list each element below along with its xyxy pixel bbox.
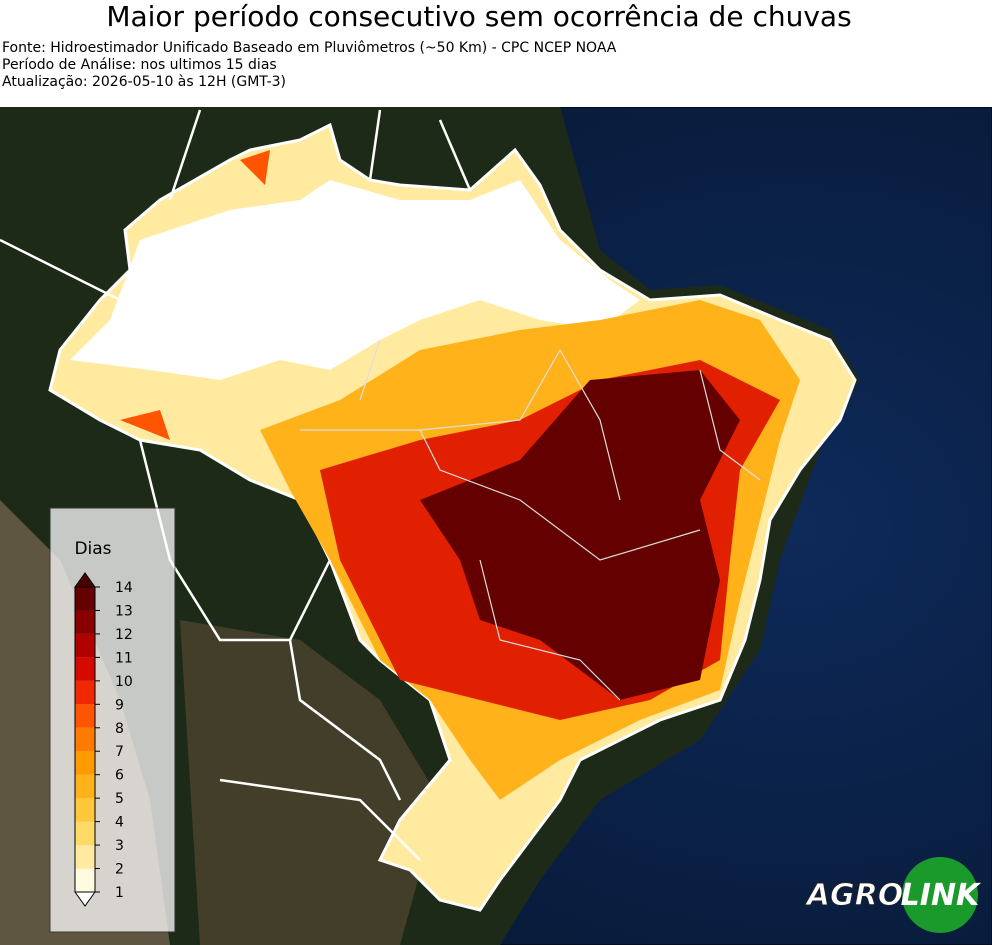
period-line: Período de Análise: nos ultimos 15 dias <box>2 57 277 73</box>
colorbar-segment <box>75 845 95 869</box>
state-borders <box>300 339 761 701</box>
colorbar-frame <box>74 586 96 893</box>
colorbar-segment <box>75 774 95 799</box>
source-line: Fonte: Hidroestimador Unificado Baseado … <box>2 40 617 56</box>
logo-circle <box>902 857 978 933</box>
colorbar-segment <box>75 704 95 728</box>
colorbar-segment <box>75 727 95 752</box>
colorbar-segment <box>75 798 95 822</box>
colorbar-segment <box>75 633 95 658</box>
colorbar-segment <box>75 610 95 634</box>
update-line: Atualização: 2026-05-10 às 12H (GMT-3) <box>2 74 286 90</box>
colorbar-segment <box>75 657 95 681</box>
colorbar-segment <box>75 680 95 705</box>
no-rain-north <box>70 180 640 380</box>
colorbar-tick-label: 7 <box>115 744 124 760</box>
colorbar-tick-label: 14 <box>115 580 133 596</box>
colorbar-tick-label: 6 <box>115 768 124 784</box>
title: Maior período consecutivo sem ocorrência… <box>106 0 852 33</box>
colorbar-tick-label: 5 <box>115 791 124 807</box>
maroon-zone <box>420 370 740 700</box>
header: Maior período consecutivo sem ocorrência… <box>0 0 992 107</box>
legend-title: Dias <box>74 539 111 559</box>
colorbar-tick-label: 8 <box>115 721 124 737</box>
colorbar-tick-label: 10 <box>115 674 133 690</box>
colorbar-segment <box>75 587 95 611</box>
colorbar-tick-label: 3 <box>115 838 124 854</box>
colorbar-segment <box>75 868 95 892</box>
colorbar-tick-label: 11 <box>115 650 133 666</box>
colorbar-tick-label: 12 <box>115 627 133 643</box>
legend-box <box>49 507 176 933</box>
colorbar-tick-label: 9 <box>115 697 124 713</box>
colorbar-segment <box>75 821 95 846</box>
logo-left: AGRO <box>805 878 903 913</box>
colorbar-tick-label: 4 <box>115 815 124 831</box>
colorbar-tick-label: 1 <box>115 885 124 901</box>
country-borders <box>0 109 472 861</box>
colorbar-segment <box>75 751 95 775</box>
colorbar-tick-label: 2 <box>115 862 124 878</box>
chaco <box>180 620 440 945</box>
colorbar-tick-label: 13 <box>115 603 133 619</box>
logo-right: LINK <box>901 878 982 913</box>
